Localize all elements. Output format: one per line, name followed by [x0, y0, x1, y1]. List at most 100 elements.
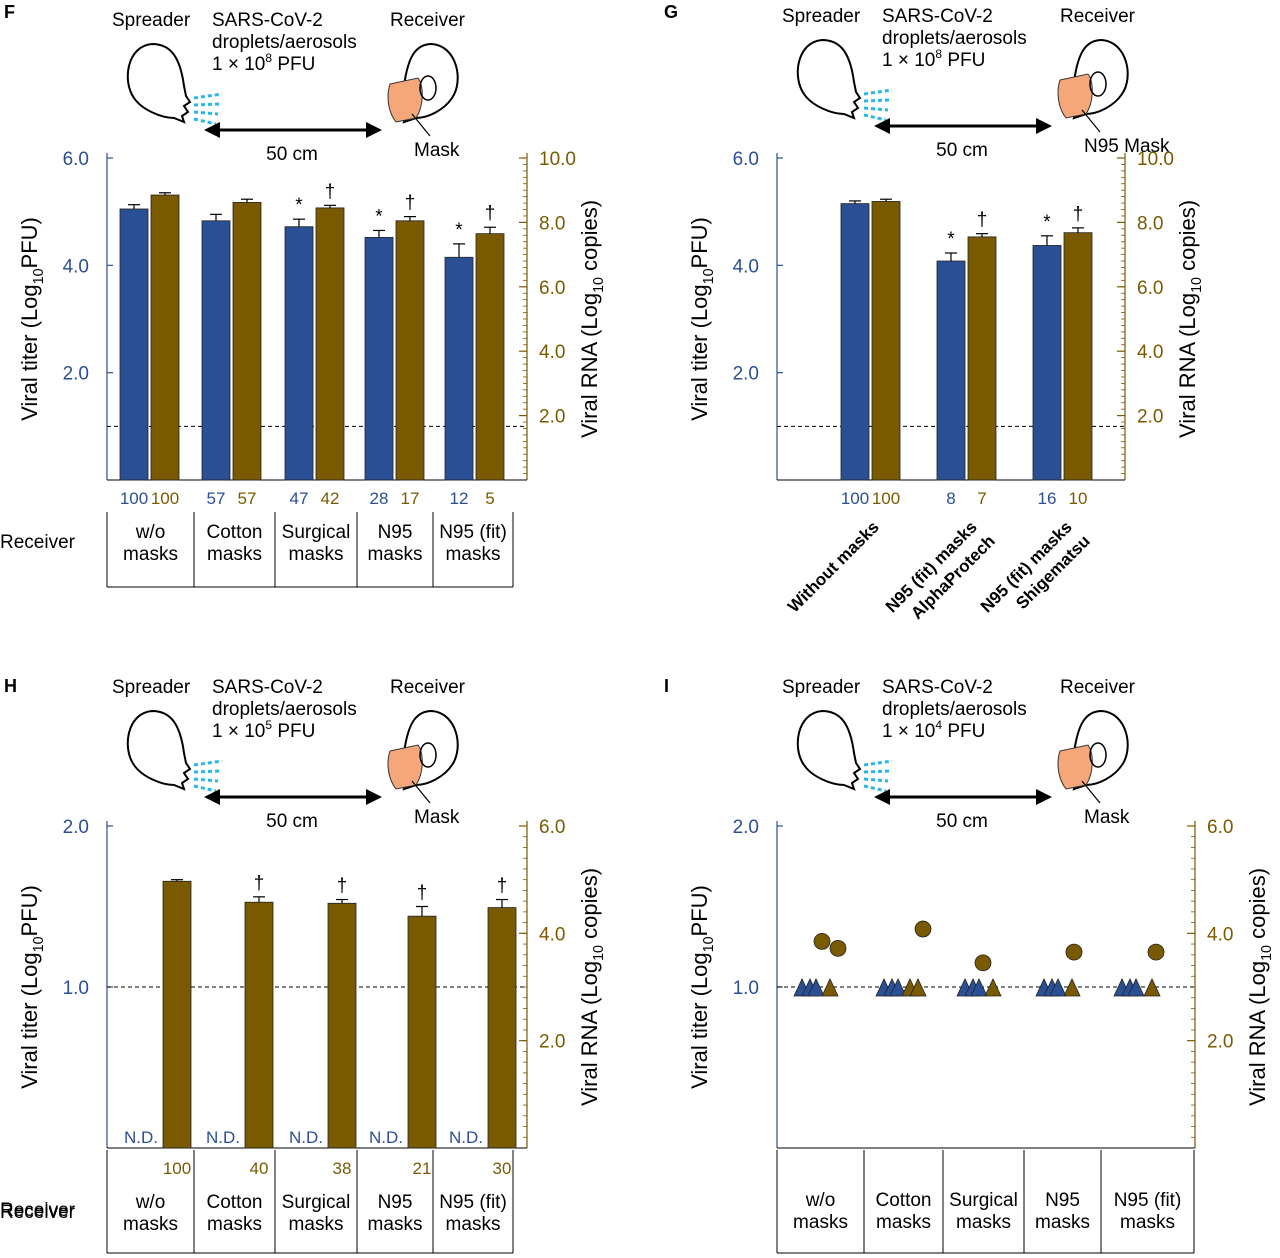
rna-bar	[327, 902, 357, 1149]
left-axis-label: Viral titer (Log10PFU)	[17, 217, 47, 421]
rna-percent-label: 30	[493, 1159, 512, 1178]
right-axis-label: Viral RNA (Log10 copies)	[577, 868, 607, 1106]
aerosol-icon	[863, 98, 891, 103]
category-label-line1: Cotton	[207, 522, 263, 543]
left-tick-label: 1.0	[733, 978, 759, 999]
titer-percent-label: 16	[1038, 489, 1057, 508]
distance-label: 50 cm	[266, 144, 318, 165]
rna-triangle-marker	[909, 978, 927, 997]
significance-asterisk: *	[1043, 212, 1051, 233]
category-label-line2: masks	[207, 1214, 262, 1235]
right-tick-label: 6.0	[1207, 817, 1233, 838]
virus-label-line2: droplets/aerosols	[882, 699, 1027, 720]
spreader-head-icon	[796, 38, 862, 120]
mask-icon	[387, 77, 423, 123]
aerosol-icon	[863, 113, 887, 122]
rna-bar	[395, 220, 425, 481]
virus-label-line1: SARS-CoV-2	[882, 6, 993, 27]
significance-dagger: †	[417, 883, 428, 904]
aerosol-icon	[863, 784, 887, 793]
arrow-head-left-icon	[204, 789, 220, 805]
category-label-line2: masks	[207, 544, 262, 565]
titer-bar	[840, 203, 870, 481]
panel-letter-f: F	[4, 2, 15, 22]
rna-percent-label: 10	[1069, 489, 1088, 508]
right-tick-label: 8.0	[539, 213, 565, 234]
titer-percent-label: 28	[370, 489, 389, 508]
right-tick-label: 6.0	[539, 817, 565, 838]
aerosol-icon	[863, 777, 889, 783]
right-tick-label: 6.0	[1137, 278, 1163, 299]
rna-bar	[315, 207, 345, 481]
category-label-line1: w/o	[135, 1192, 166, 1213]
virus-label-line1: SARS-CoV-2	[212, 677, 323, 698]
category-label-line2: masks	[289, 1214, 344, 1235]
category-label-line2: masks	[368, 544, 423, 565]
right-tick-label: 2.0	[1137, 407, 1163, 428]
significance-dagger: †	[485, 203, 496, 224]
aerosol-icon	[193, 759, 223, 767]
not-detected-label: N.D.	[289, 1128, 323, 1147]
panel-letter-g: G	[664, 2, 678, 22]
arrow-head-left-icon	[874, 118, 890, 134]
rna-circle-marker	[1147, 943, 1165, 961]
spreader-head-icon	[126, 42, 192, 124]
not-detected-label: N.D.	[369, 1128, 403, 1147]
not-detected-label: N.D.	[449, 1128, 483, 1147]
rna-percent-label: 42	[321, 489, 340, 508]
dose-label: 1 × 108 PFU	[882, 47, 985, 71]
left-tick-label: 1.0	[63, 978, 89, 999]
rna-bar	[244, 901, 274, 1149]
category-label-line2: masks	[956, 1212, 1011, 1233]
not-detected-label: N.D.	[206, 1128, 240, 1147]
aerosol-icon	[193, 102, 221, 107]
spreader-head-icon	[796, 709, 862, 791]
ear-icon	[419, 742, 437, 768]
titer-triangle-marker	[807, 978, 825, 997]
virus-label-line1: SARS-CoV-2	[882, 677, 993, 698]
category-label-line1: Cotton	[207, 1192, 263, 1213]
rna-percent-label: 100	[151, 489, 179, 508]
virus-label-line1: SARS-CoV-2	[212, 10, 323, 31]
panel-letter-i: I	[664, 676, 669, 696]
rna-bar	[162, 880, 192, 1149]
receiver-label: Receiver	[1060, 677, 1136, 698]
dose-label: 1 × 105 PFU	[212, 718, 315, 742]
rna-triangle-marker	[1143, 978, 1161, 997]
category-label-line1: Surgical	[282, 522, 351, 543]
mask-pointer-line	[411, 113, 431, 137]
receiver-row-label: Receiver	[0, 532, 76, 553]
virus-label-line2: droplets/aerosols	[882, 28, 1027, 49]
titer-triangle-marker	[889, 978, 907, 997]
aerosol-icon	[193, 117, 217, 126]
virus-label-line2: droplets/aerosols	[212, 699, 357, 720]
right-axis-label: Viral RNA (Log10 copies)	[577, 200, 607, 438]
significance-asterisk: *	[295, 195, 303, 216]
mask-pointer-line	[1081, 780, 1101, 804]
rna-percent-label: 57	[238, 489, 257, 508]
right-axis-label: Viral RNA (Log10 copies)	[1175, 200, 1205, 438]
category-label-line2: masks	[368, 1214, 423, 1235]
receiver-label: Receiver	[390, 10, 466, 31]
distance-label: 50 cm	[266, 811, 318, 832]
spreader-label: Spreader	[112, 10, 191, 31]
rna-bar	[407, 915, 437, 1149]
significance-dagger: †	[254, 873, 265, 894]
titer-percent-label: 100	[120, 489, 148, 508]
spreader-label: Spreader	[112, 677, 191, 698]
category-label-line2: masks	[876, 1212, 931, 1233]
mask-label: N95 Mask	[1084, 136, 1170, 157]
spreader-label: Spreader	[782, 6, 861, 27]
mask-icon	[1057, 744, 1093, 790]
left-tick-label: 4.0	[733, 256, 759, 277]
significance-dagger: †	[497, 876, 508, 897]
left-tick-label: 6.0	[733, 149, 759, 170]
dose-label: 1 × 108 PFU	[212, 51, 315, 75]
arrow-head-left-icon	[204, 122, 220, 138]
significance-asterisk: *	[947, 229, 955, 250]
mask-pointer-line	[1081, 109, 1101, 133]
receiver-label: Receiver	[390, 677, 466, 698]
mask-label: Mask	[1084, 807, 1130, 828]
category-label-line2: masks	[123, 1214, 178, 1235]
